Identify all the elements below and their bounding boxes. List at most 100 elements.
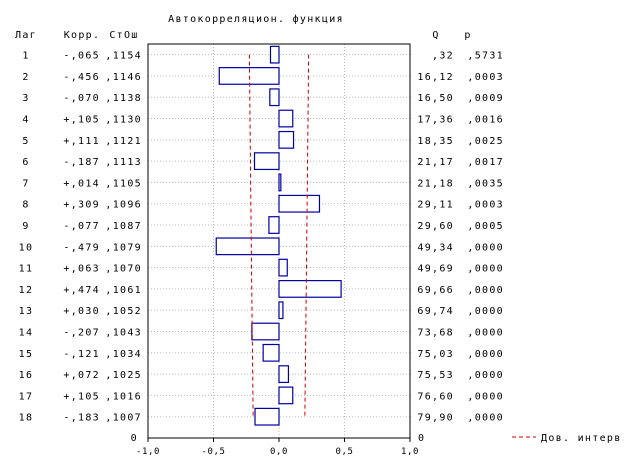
acf-bar [278,280,342,298]
q-label: 79,90 [417,413,454,424]
x-tick-label: -1,0 [136,447,160,457]
p-label: ,0009 [467,93,504,104]
corr-label: -,479 [63,242,100,253]
se-label: ,1146 [105,72,142,83]
se-label: ,1096 [105,200,142,211]
corr-label: +,111 [63,136,100,147]
header-corr: Корр. [64,30,101,41]
p-label: ,0000 [467,413,504,424]
acf-bar [251,322,280,341]
se-label: ,1130 [105,115,142,126]
q-label: 16,50 [417,93,454,104]
q-label: 29,60 [417,221,454,232]
se-label: ,1034 [105,349,142,360]
zero-row-label-right: 0 [418,433,425,444]
q-label: 49,34 [417,242,454,253]
lag-label: 11 [19,264,34,275]
lag-label: 2 [22,72,29,83]
p-label: ,0016 [467,115,504,126]
se-label: ,1070 [105,264,142,275]
acf-bar [253,152,280,171]
corr-label: -,183 [63,413,100,424]
confidence-limit-lower [248,54,254,417]
q-label: 17,36 [417,115,454,126]
corr-label: +,014 [63,178,100,189]
se-label: ,1105 [105,178,142,189]
se-label: ,1079 [105,242,142,253]
p-label: ,0000 [467,349,504,360]
q-label: 21,18 [417,178,454,189]
corr-label: -,077 [63,221,100,232]
p-label: ,0005 [467,221,504,232]
chart-title: Автокорреляцион. функция [168,13,344,25]
q-label: 49,69 [417,264,454,275]
acf-bar [215,237,280,256]
acf-bar [269,88,280,107]
se-label: ,1007 [105,413,142,424]
zero-row-label-left: 0 [131,433,138,444]
se-label: ,1025 [105,370,142,381]
corr-label: +,072 [63,370,100,381]
header-q: Q [432,30,439,41]
lag-label: 15 [19,349,34,360]
p-label: ,0000 [467,391,504,402]
p-label: ,5731 [467,51,504,62]
p-label: ,0017 [467,157,504,168]
se-label: ,1043 [105,328,142,339]
corr-label: +,474 [63,285,100,296]
q-label: 75,53 [417,370,454,381]
acf-bar [268,216,280,234]
acf-bar [269,45,280,64]
acf-bar [278,365,290,384]
p-label: ,0000 [467,370,504,381]
lag-label: 18 [19,413,34,424]
q-label: 21,17 [417,157,454,168]
acf-bar [278,109,294,128]
acf-bar [262,343,280,362]
corr-label: +,063 [63,264,100,275]
lag-label: 4 [22,115,29,126]
corr-label: +,309 [63,200,100,211]
lag-label: 17 [19,391,34,402]
p-label: ,0000 [467,264,504,275]
x-tick-label: 0,0 [270,447,288,457]
corr-label: -,121 [63,349,100,360]
q-label: 76,60 [417,391,454,402]
x-tick-label: 1,0 [401,447,419,457]
x-tick-label: -0,5 [201,447,225,457]
q-label: 29,11 [417,200,454,211]
lag-label: 13 [19,306,34,317]
q-label: 75,03 [417,349,454,360]
header-p: p [464,30,471,41]
x-tick-label: 0,5 [335,447,353,457]
acf-bar [278,130,295,149]
acf-bar [278,301,284,320]
lag-label: 5 [22,136,29,147]
p-label: ,0035 [467,178,504,189]
legend-label: Дов. интерв. [541,433,624,444]
q-label: 69,74 [417,306,454,317]
corr-label: -,065 [63,51,100,62]
p-label: ,0003 [467,200,504,211]
se-label: ,1138 [105,93,142,104]
corr-label: +,105 [63,115,100,126]
lag-label: 16 [19,370,34,381]
se-label: ,1087 [105,221,142,232]
q-label: ,32 [432,51,454,62]
corr-label: -,456 [63,72,100,83]
corr-label: +,105 [63,391,100,402]
header-se: СтОш [109,30,138,41]
corr-label: +,030 [63,306,100,317]
corr-label: -,187 [63,157,100,168]
confidence-limit-upper [304,54,310,417]
se-label: ,1154 [105,51,142,62]
lag-label: 6 [22,157,29,168]
se-label: ,1061 [105,285,142,296]
p-label: ,0000 [467,328,504,339]
se-label: ,1121 [105,136,142,147]
acf-bar [278,173,282,192]
acf-bar [278,194,321,213]
lag-label: 7 [22,178,29,189]
